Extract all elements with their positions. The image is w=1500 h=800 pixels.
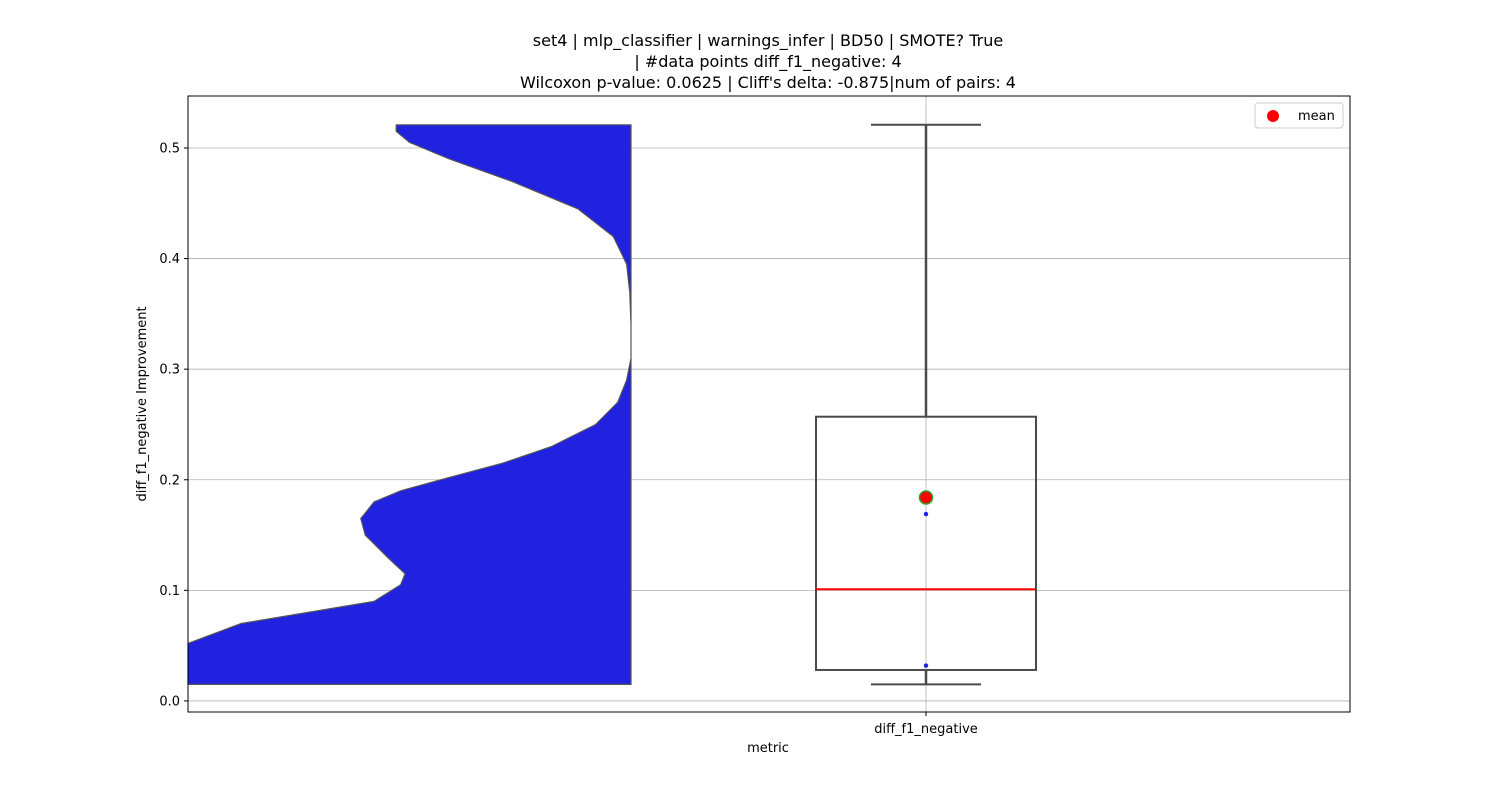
grid-lines	[188, 96, 1350, 712]
violin-body	[187, 124, 632, 686]
legend: mean	[1254, 102, 1344, 129]
iqr-box	[815, 415, 1037, 671]
x-axis-label: metric	[747, 741, 789, 756]
x-axis-ticks: diff_f1_negative	[874, 712, 978, 737]
data-point	[923, 663, 929, 668]
legend-mean-label: mean	[1298, 109, 1335, 124]
box-plot	[815, 123, 1037, 686]
title-line-3: Wilcoxon p-value: 0.0625 | Cliff's delta…	[520, 73, 1016, 92]
y-tick-label: 0.4	[159, 252, 180, 267]
y-axis-ticks: 0.0 0.1 0.2 0.3 0.4 0.5	[159, 141, 188, 709]
violin-plot	[187, 124, 632, 686]
x-tick-label: diff_f1_negative	[874, 722, 978, 737]
y-tick-label: 0.2	[159, 473, 180, 488]
data-points	[918, 490, 934, 668]
chart-title: set4 | mlp_classifier | warnings_infer |…	[520, 31, 1016, 92]
plot-frame	[187, 95, 1351, 713]
y-tick-label: 0.3	[159, 363, 180, 378]
legend-mean-marker	[1267, 110, 1279, 122]
title-line-2: | #data points diff_f1_negative: 4	[634, 52, 901, 72]
y-tick-label: 0.1	[159, 584, 180, 599]
legend-box	[1254, 102, 1344, 129]
y-tick-label: 0.0	[159, 694, 180, 709]
y-axis-label: diff_f1_negative Improvement	[135, 306, 150, 501]
title-line-1: set4 | mlp_classifier | warnings_infer |…	[533, 31, 1003, 51]
y-tick-label: 0.5	[159, 141, 180, 156]
data-point	[923, 511, 929, 517]
mean-marker	[918, 490, 934, 505]
